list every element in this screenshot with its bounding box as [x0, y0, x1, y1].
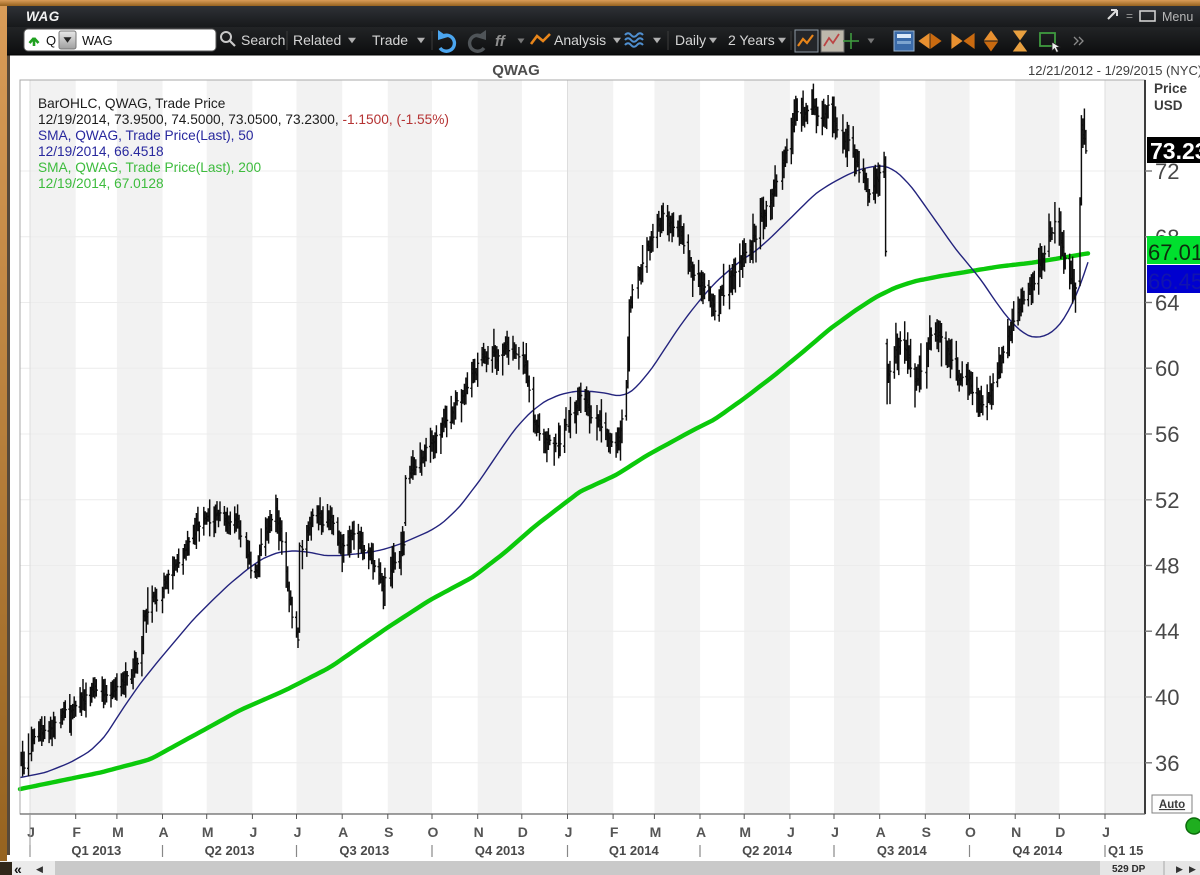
- svg-text:Search: Search: [241, 32, 285, 48]
- svg-text:48: 48: [1155, 554, 1179, 579]
- svg-text:J: J: [250, 824, 258, 840]
- svg-text:A: A: [696, 824, 706, 840]
- svg-text:Q1 2013: Q1 2013: [71, 843, 121, 858]
- svg-text:2 Years: 2 Years: [728, 32, 775, 48]
- svg-text:12/19/2014, 73.9500, 74.5000,: 12/19/2014, 73.9500, 74.5000, 73.0500, 7…: [38, 112, 449, 127]
- svg-text:F: F: [72, 824, 81, 840]
- svg-text:J: J: [294, 824, 302, 840]
- svg-text:=: =: [1126, 9, 1133, 23]
- svg-text:Menu: Menu: [1162, 10, 1193, 24]
- svg-text:F: F: [610, 824, 619, 840]
- svg-text:Q: Q: [46, 33, 56, 48]
- svg-text:12/19/2014, 66.4518: 12/19/2014, 66.4518: [38, 144, 164, 159]
- svg-text:M: M: [739, 824, 751, 840]
- svg-text:S: S: [922, 824, 931, 840]
- svg-text:◀: ◀: [36, 864, 43, 874]
- svg-text:N: N: [1011, 824, 1021, 840]
- svg-text:Q4 2013: Q4 2013: [475, 843, 525, 858]
- svg-text:Q4 2014: Q4 2014: [1012, 843, 1063, 858]
- svg-text:52: 52: [1155, 488, 1179, 513]
- svg-text:D: D: [518, 824, 528, 840]
- svg-text:QWAG: QWAG: [492, 62, 540, 79]
- svg-text:73.23: 73.23: [1150, 138, 1200, 164]
- svg-text:O: O: [965, 824, 976, 840]
- svg-text:Analysis: Analysis: [554, 32, 606, 48]
- svg-text:▶: ▶: [1189, 864, 1196, 874]
- svg-text:A: A: [876, 824, 886, 840]
- svg-text:J: J: [27, 824, 35, 840]
- svg-text:«: «: [14, 861, 22, 875]
- svg-text:72: 72: [1155, 159, 1179, 184]
- svg-text:60: 60: [1155, 356, 1179, 381]
- svg-text:J: J: [787, 824, 795, 840]
- svg-text:Auto: Auto: [1159, 799, 1185, 811]
- svg-text:12/21/2012 - 1/29/2015 (NYC): 12/21/2012 - 1/29/2015 (NYC): [1028, 63, 1200, 78]
- svg-text:WAG: WAG: [26, 9, 60, 24]
- svg-text:▶: ▶: [1176, 864, 1183, 874]
- svg-text:Q3 2013: Q3 2013: [339, 843, 389, 858]
- svg-text:Q1 2014: Q1 2014: [609, 843, 660, 858]
- svg-text:N: N: [474, 824, 484, 840]
- svg-text:M: M: [112, 824, 124, 840]
- svg-text:M: M: [202, 824, 214, 840]
- svg-text:Q3 2014: Q3 2014: [877, 843, 928, 858]
- svg-text:WAG: WAG: [82, 33, 113, 48]
- svg-text:Q1 15: Q1 15: [1108, 843, 1143, 858]
- svg-text:O: O: [428, 824, 439, 840]
- svg-text:56: 56: [1155, 422, 1179, 447]
- svg-text:M: M: [650, 824, 662, 840]
- svg-text:12/19/2014, 67.0128: 12/19/2014, 67.0128: [38, 176, 164, 191]
- svg-text:36: 36: [1155, 751, 1179, 776]
- svg-text:A: A: [158, 824, 168, 840]
- svg-text:J: J: [565, 824, 573, 840]
- svg-text:40: 40: [1155, 685, 1179, 710]
- svg-text:J: J: [831, 824, 839, 840]
- svg-text:S: S: [384, 824, 393, 840]
- svg-text:67.012: 67.012: [1148, 240, 1200, 265]
- svg-text:Related: Related: [293, 32, 341, 48]
- svg-text:USD: USD: [1154, 98, 1183, 113]
- svg-text:A: A: [338, 824, 348, 840]
- svg-text:BarOHLC, QWAG, Trade Price: BarOHLC, QWAG, Trade Price: [38, 96, 225, 111]
- svg-text:Q2 2013: Q2 2013: [205, 843, 255, 858]
- svg-text:Daily: Daily: [675, 32, 706, 48]
- svg-text:44: 44: [1155, 619, 1179, 644]
- svg-text:Q2 2014: Q2 2014: [742, 843, 793, 858]
- svg-text:529 DP: 529 DP: [1112, 864, 1146, 875]
- svg-text:64: 64: [1155, 291, 1179, 316]
- svg-text:SMA, QWAG, Trade Price(Last),: SMA, QWAG, Trade Price(Last), 200: [38, 160, 262, 175]
- svg-text:Price: Price: [1154, 81, 1188, 96]
- svg-text:Trade: Trade: [372, 32, 408, 48]
- svg-text:66.451: 66.451: [1148, 269, 1200, 294]
- svg-text:J: J: [1102, 824, 1110, 840]
- svg-text:ff: ff: [495, 33, 507, 50]
- svg-text:D: D: [1055, 824, 1065, 840]
- svg-text:SMA, QWAG, Trade Price(Last),: SMA, QWAG, Trade Price(Last), 50: [38, 128, 254, 143]
